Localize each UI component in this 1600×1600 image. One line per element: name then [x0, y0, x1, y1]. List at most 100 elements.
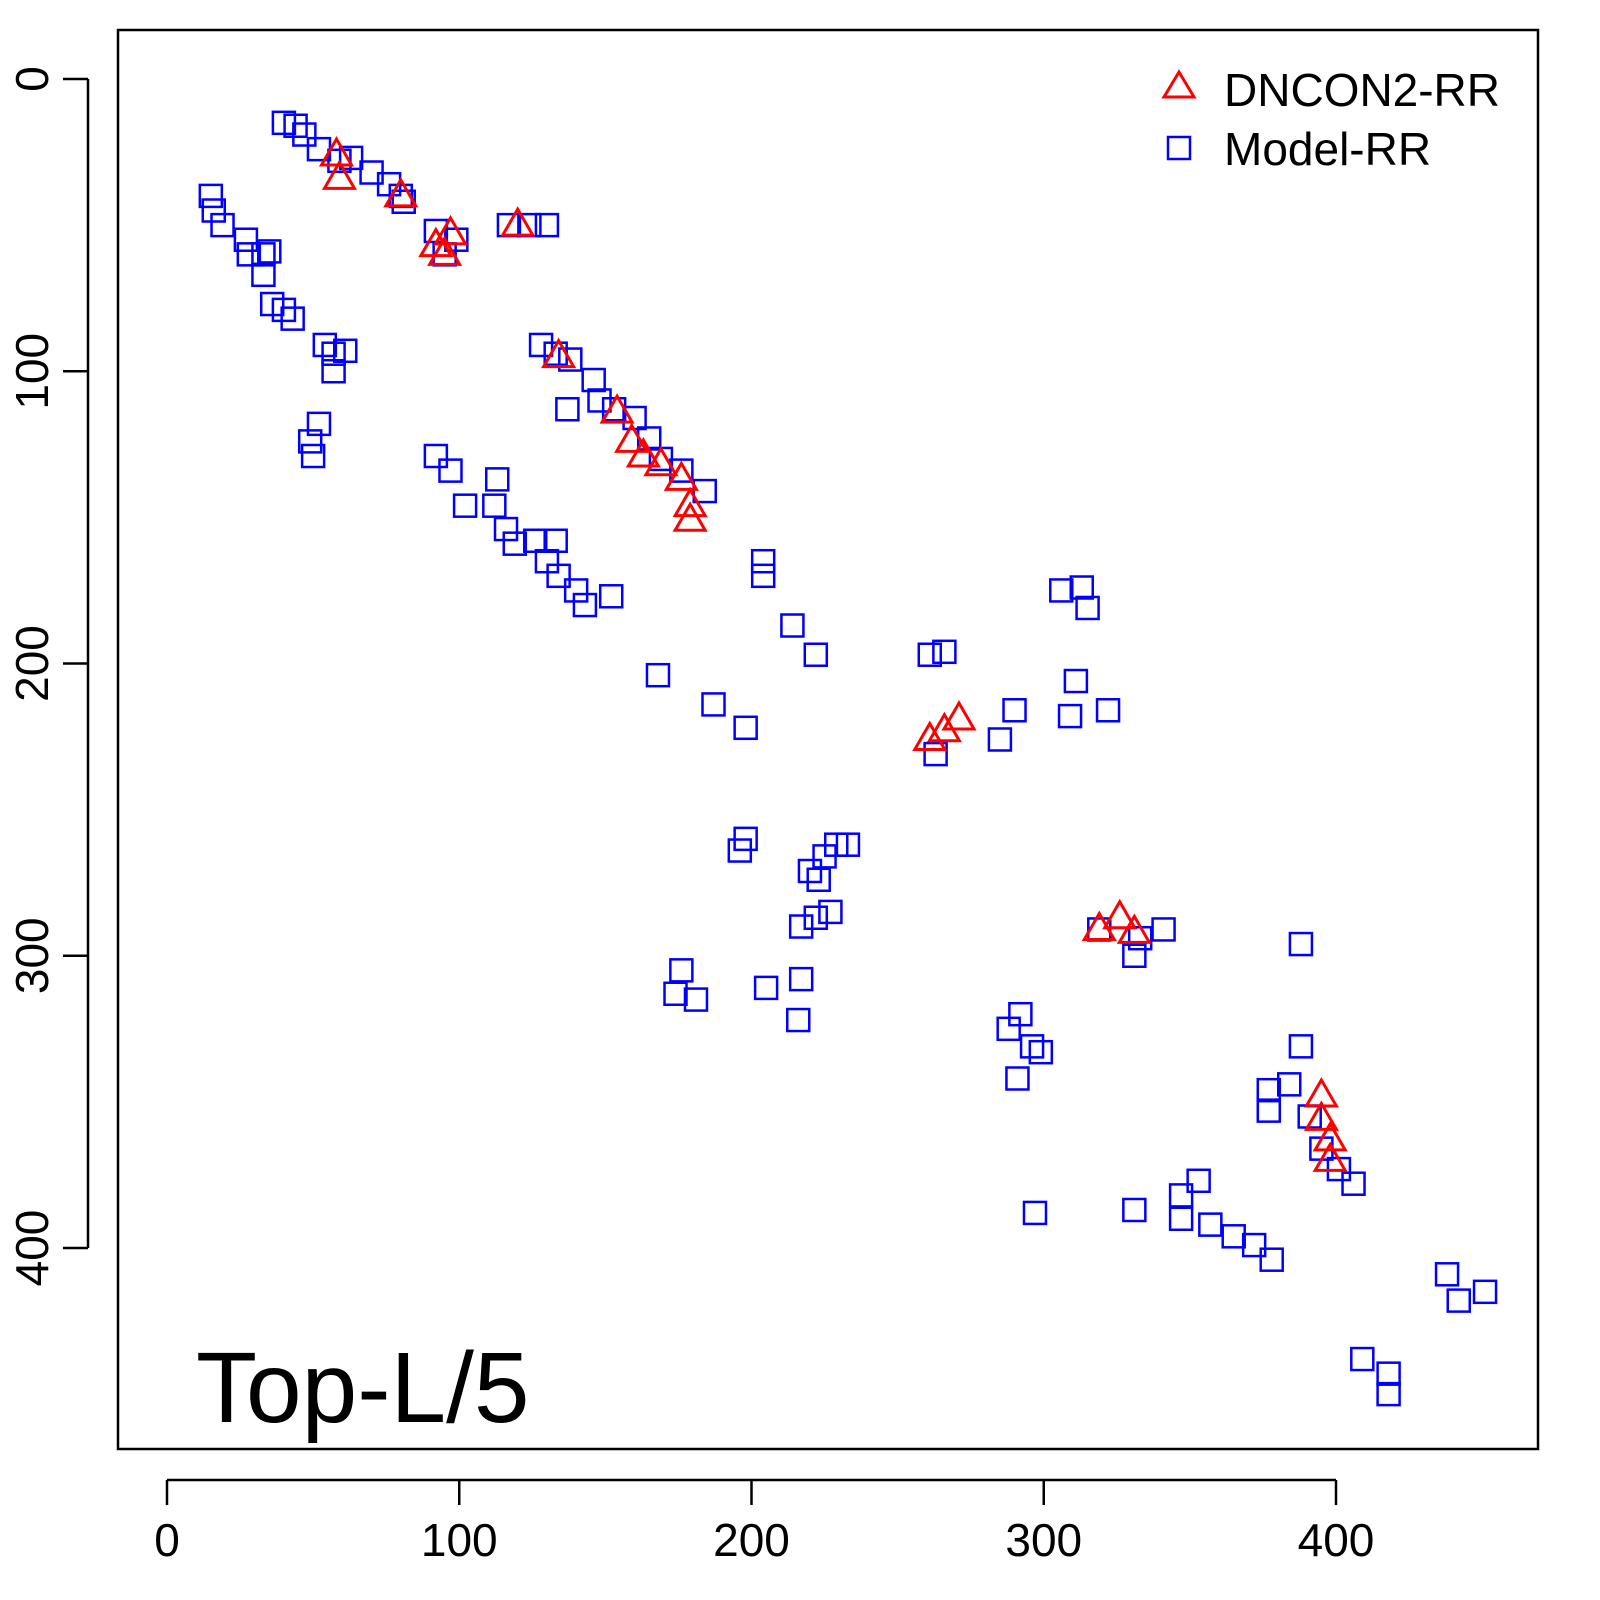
model-rr-point	[534, 212, 560, 238]
model-rr-point	[572, 592, 598, 618]
dncon2-rr-point	[1312, 1141, 1348, 1172]
dncon2-rr-point	[672, 486, 708, 518]
dncon2-rr-point	[643, 445, 679, 477]
plot-frame	[116, 28, 1540, 1451]
model-rr-point	[1256, 1077, 1282, 1103]
model-rr-point	[283, 113, 308, 139]
model-rr-point	[835, 832, 861, 857]
model-rr-point	[1198, 1212, 1223, 1237]
x-axis: 0 100 200 300 400	[154, 1478, 1375, 1566]
dncon2-rr-point	[941, 700, 977, 731]
model-rr-point	[788, 914, 814, 939]
model-rr-point	[750, 548, 776, 574]
model-rr-point	[733, 715, 758, 741]
model-rr-point	[1434, 1262, 1460, 1287]
model-rr-point	[271, 297, 297, 323]
model-rr-point	[1186, 1168, 1211, 1194]
model-rr-point	[803, 905, 829, 931]
model-rr-point	[1122, 943, 1147, 968]
model-rr-point	[1446, 1288, 1471, 1313]
y-tick-label: 400	[6, 1210, 58, 1287]
legend-label-model-rr: Model-RR	[1224, 123, 1431, 175]
model-rr-point	[1151, 917, 1176, 942]
dncon2-rr-point	[432, 214, 469, 246]
model-rr-point	[257, 239, 282, 264]
model-rr-point	[423, 443, 449, 469]
model-rr-point	[587, 388, 612, 413]
y-tick-label: 0	[6, 66, 58, 92]
model-rr-point	[923, 741, 948, 767]
dncon2-rr-point	[541, 337, 577, 369]
model-rr-point	[482, 493, 507, 518]
model-rr-point	[493, 516, 519, 542]
legend-label-dncon2-rr: DNCON2-RR	[1224, 64, 1500, 116]
model-rr-point	[669, 458, 694, 483]
model-rr-point	[818, 899, 843, 925]
model-rr-point	[753, 975, 779, 1001]
model-rr-point	[645, 662, 671, 688]
model-rr-point	[312, 332, 338, 358]
model-rr-point	[1341, 1171, 1366, 1196]
model-rr-point	[1122, 1197, 1147, 1223]
model-rr-point	[1057, 703, 1083, 729]
model-rr-point	[1288, 1034, 1314, 1059]
model-rr-point	[1168, 1206, 1194, 1232]
model-rr-point	[522, 528, 548, 554]
model-rr-point	[788, 966, 814, 992]
model-rr-point	[1256, 1098, 1282, 1123]
dncon2-rr-point	[1312, 1120, 1348, 1152]
model-rr-point	[1069, 575, 1094, 600]
legend-square-icon	[1166, 135, 1192, 161]
model-rr-point	[546, 563, 571, 589]
x-tick-label: 400	[1298, 1514, 1375, 1566]
dncon2-rr-point	[500, 206, 536, 237]
model-rr-point	[280, 306, 305, 331]
model-rr-point	[321, 359, 346, 384]
model-rr-point	[558, 347, 583, 372]
model-rr-point	[292, 122, 317, 147]
y-tick-label: 100	[6, 333, 58, 410]
y-tick-label: 200	[6, 625, 58, 702]
model-rr-point	[1259, 1247, 1284, 1272]
model-rr-point	[692, 478, 717, 504]
x-tick-label: 0	[154, 1514, 180, 1566]
model-rr-point	[1221, 1224, 1246, 1249]
model-rr-point	[297, 429, 323, 454]
model-rr-point	[484, 467, 510, 492]
dncon2-rr-point	[663, 460, 699, 491]
model-rr-point	[917, 642, 943, 667]
model-rr-point	[1168, 1183, 1194, 1208]
model-rr-point	[502, 531, 528, 556]
x-tick-label: 200	[713, 1514, 790, 1566]
dncon2-rr-point	[1116, 913, 1152, 944]
model-rr-point	[786, 1007, 811, 1033]
model-rr-point	[306, 411, 332, 437]
model-rr-point	[701, 692, 726, 717]
model-rr-point	[803, 642, 829, 667]
model-rr-point	[1288, 931, 1314, 957]
y-tick-label: 300	[6, 917, 58, 994]
dncon2-rr-point	[427, 235, 463, 266]
model-rr-point	[300, 443, 326, 469]
model-rr-point	[932, 639, 957, 665]
model-rr-point	[563, 578, 589, 603]
model-rr-point	[1095, 698, 1121, 723]
annotation-label: Top-L/5	[196, 1332, 530, 1444]
model-rr-point	[452, 493, 478, 518]
legend: DNCON2-RR Model-RR	[1161, 64, 1500, 175]
model-rr-point	[806, 867, 831, 893]
dncon2-rr-point	[599, 393, 635, 424]
dncon2-rr-point	[1102, 898, 1138, 930]
model-rr-point	[543, 528, 568, 554]
model-rr-point	[1276, 1072, 1302, 1097]
x-tick-label: 100	[421, 1514, 498, 1566]
model-rr-point	[669, 958, 694, 983]
model-rr-point	[251, 242, 276, 267]
model-rr-point	[1241, 1232, 1267, 1258]
model-rr-point	[1019, 1034, 1045, 1059]
model-rr-point	[598, 584, 624, 609]
model-rr-point	[987, 727, 1013, 752]
y-axis: 0 100 200 300 400	[6, 66, 90, 1287]
dncon2-rr-point	[912, 720, 948, 751]
model-rr-point	[251, 262, 276, 288]
